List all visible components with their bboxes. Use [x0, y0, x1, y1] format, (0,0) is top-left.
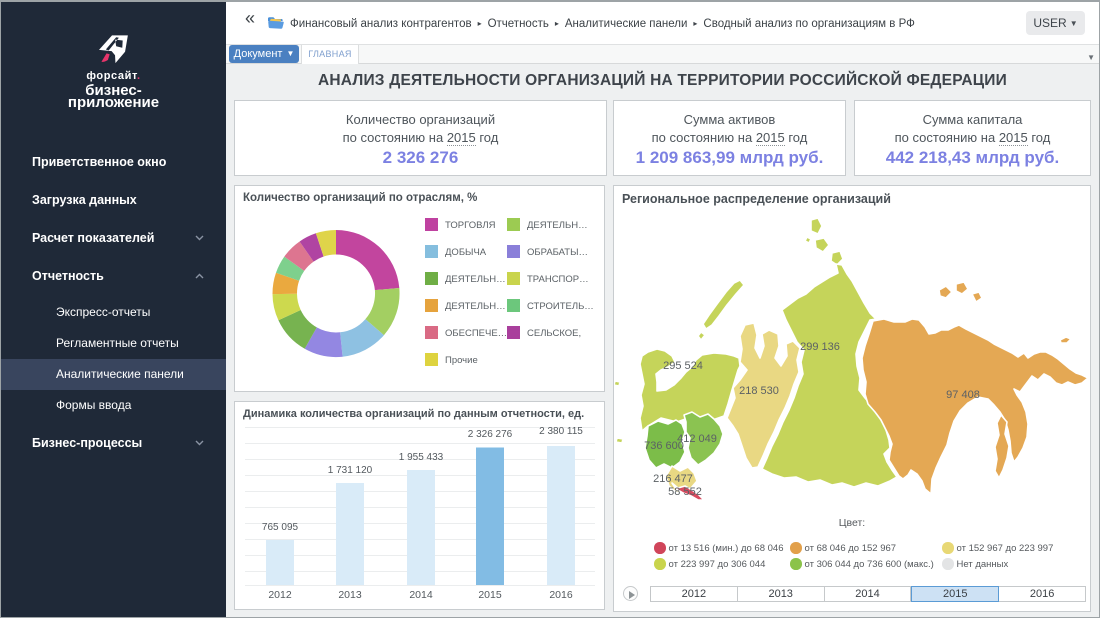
svg-text:58 552: 58 552: [668, 486, 702, 498]
svg-text:2015: 2015: [478, 589, 502, 601]
svg-text:ДЕЯТЕЛЬН…: ДЕЯТЕЛЬН…: [445, 301, 506, 312]
svg-text:218 530: 218 530: [739, 385, 779, 397]
svg-text:СЕЛЬСКОЕ,: СЕЛЬСКОЕ,: [527, 328, 581, 339]
svg-text:ТОРГОВЛЯ: ТОРГОВЛЯ: [445, 220, 496, 231]
svg-text:2016: 2016: [549, 589, 573, 601]
svg-text:2 326 276: 2 326 276: [468, 429, 513, 440]
svg-text:295 524: 295 524: [663, 360, 703, 372]
svg-text:1 955 433: 1 955 433: [399, 452, 444, 463]
svg-text:299 136: 299 136: [800, 341, 840, 353]
svg-text:2 380 115: 2 380 115: [539, 426, 583, 437]
svg-text:Прочие: Прочие: [445, 355, 478, 366]
svg-text:1 731 120: 1 731 120: [328, 465, 373, 476]
svg-text:2012: 2012: [268, 589, 292, 601]
svg-text:ДОБЫЧА: ДОБЫЧА: [445, 247, 487, 258]
svg-text:ТРАНСПОР…: ТРАНСПОР…: [527, 274, 589, 285]
svg-text:ОБРАБАТЫ…: ОБРАБАТЫ…: [527, 247, 588, 258]
svg-text:ДЕЯТЕЛЬН…: ДЕЯТЕЛЬН…: [445, 274, 506, 285]
svg-text:СТРОИТЕЛЬ…: СТРОИТЕЛЬ…: [527, 301, 594, 312]
svg-text:412 049: 412 049: [677, 433, 717, 445]
svg-text:ДЕЯТЕЛЬН…: ДЕЯТЕЛЬН…: [527, 220, 588, 231]
svg-text:ОБЕСПЕЧЕ…: ОБЕСПЕЧЕ…: [445, 328, 507, 339]
svg-text:97 408: 97 408: [946, 389, 980, 401]
svg-text:216 477: 216 477: [653, 473, 693, 485]
svg-text:736 600: 736 600: [644, 440, 684, 452]
svg-text:765 095: 765 095: [262, 522, 299, 533]
svg-text:2014: 2014: [409, 589, 433, 601]
svg-text:2013: 2013: [338, 589, 362, 601]
